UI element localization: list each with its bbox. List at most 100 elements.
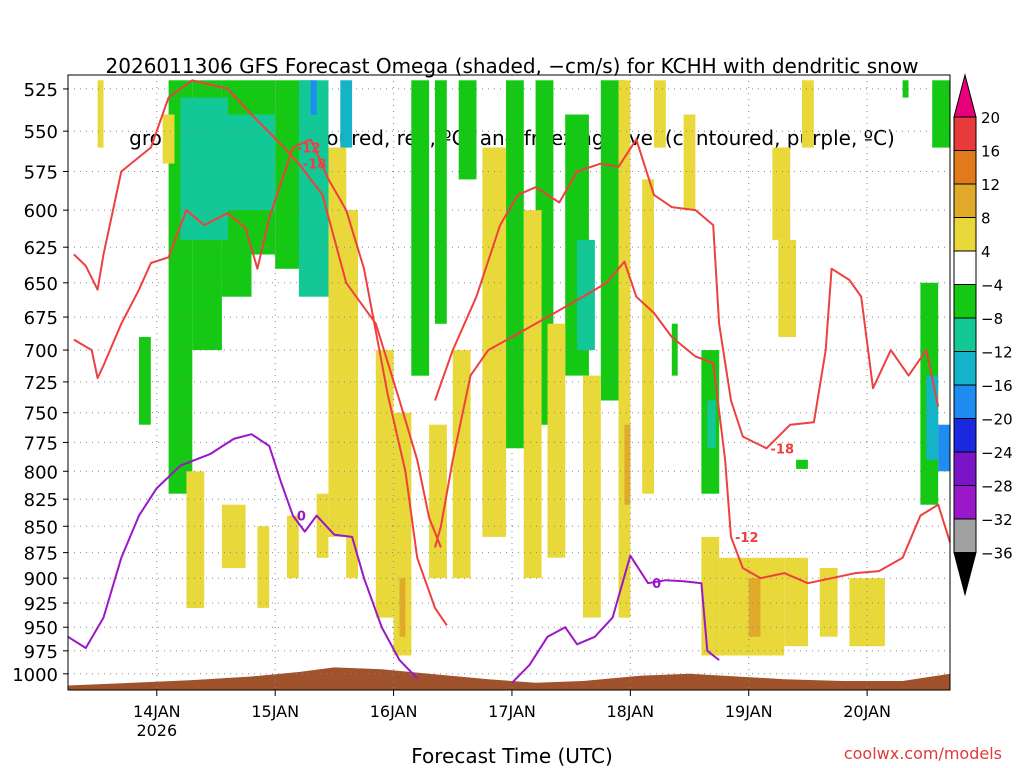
colorbar-segment: [953, 116, 977, 151]
omega-cell: [162, 114, 175, 164]
colorbar-segment: [953, 317, 977, 352]
y-tick-label: 600: [24, 201, 58, 222]
omega-cell: [802, 80, 814, 148]
omega-cell: [482, 147, 507, 537]
colorbar-label: −4: [981, 277, 1003, 295]
y-tick-label: 725: [24, 373, 58, 394]
contour-label: -12: [735, 531, 759, 546]
omega-cell: [346, 210, 358, 579]
contour-label: 0: [297, 510, 306, 525]
omega-cell: [849, 578, 885, 647]
colorbar-label: −20: [981, 411, 1013, 429]
colorbar-label: −12: [981, 344, 1013, 362]
y-tick-label: 825: [24, 490, 58, 511]
colorbar: 20 16 12 8 4 −4 −8 −12 −16 −20 −24 −28 −32 −36: [953, 73, 1013, 597]
chart-title-line-1: 2026011306 GFS Forecast Omega (shaded, −…: [105, 54, 919, 78]
contour-label: -18: [303, 158, 327, 173]
colorbar-segment: [953, 351, 977, 386]
omega-cell: [796, 459, 808, 469]
omega-cell: [624, 424, 631, 505]
contour-label: -18: [771, 442, 795, 457]
contour-line: [434, 260, 951, 585]
omega-cell: [435, 80, 447, 324]
x-tick-label: 14JAN: [133, 702, 181, 721]
omega-cell: [328, 147, 347, 537]
contour-line: [434, 138, 940, 450]
omega-cell: [654, 80, 666, 148]
omega-cell: [287, 515, 299, 579]
omega-cell: [778, 239, 797, 337]
omega-cell: [938, 424, 950, 472]
colorbar-label: −28: [981, 478, 1013, 496]
contour-label: 0: [652, 577, 661, 592]
colorbar-top-triangle: [953, 73, 977, 118]
omega-cell: [784, 557, 808, 647]
y-tick-label: 625: [24, 238, 58, 259]
omega-cell: [772, 147, 791, 240]
colorbar-segment: [953, 451, 977, 486]
omega-cell: [583, 375, 601, 618]
gridlines: [68, 75, 950, 690]
x-axis-title: Forecast Time (UTC): [411, 744, 613, 768]
omega-cell: [819, 568, 838, 637]
y-tick-label: 900: [24, 569, 58, 590]
colorbar-label: 12: [981, 176, 1000, 194]
colorbar-segment: [953, 150, 977, 185]
omega-cell: [452, 350, 471, 579]
contour-line: [73, 79, 442, 548]
omega-cell: [707, 400, 716, 449]
omega-cell: [257, 526, 270, 608]
colorbar-label: 20: [981, 109, 1000, 127]
y-tick-label: 750: [24, 404, 58, 425]
y-tick-label: 875: [24, 544, 58, 565]
axes: 525 550 575 600 625 650 675 700 725 750 775 800 825 8…: [12, 74, 951, 740]
omega-cell: [458, 80, 477, 180]
y-tick-label: 575: [24, 163, 58, 184]
x-tick-label: 2026: [136, 721, 177, 740]
colorbar-segment: [953, 518, 977, 553]
omega-cell: [310, 80, 317, 115]
x-tick-label: 15JAN: [251, 702, 299, 721]
omega-cell: [180, 97, 228, 240]
y-tick-label: 550: [24, 122, 58, 143]
colorbar-label: −32: [981, 511, 1013, 529]
y-tick-label: 925: [24, 594, 58, 615]
omega-cell: [411, 80, 430, 376]
contour-line: [67, 433, 418, 679]
contour-label: -12: [297, 142, 321, 157]
y-tick-label: 525: [24, 80, 58, 101]
omega-cell: [186, 471, 205, 608]
x-tick-label: 18JAN: [606, 702, 654, 721]
colorbar-segment: [953, 183, 977, 218]
y-tick-label: 850: [24, 517, 58, 538]
y-tick-label: 975: [24, 642, 58, 663]
omega-cell: [547, 323, 566, 558]
colorbar-segment: [953, 217, 977, 252]
contour-line: [511, 554, 720, 684]
omega-cell: [902, 80, 909, 98]
y-tick-label: 650: [24, 274, 58, 295]
colorbar-label: 4: [981, 243, 991, 261]
terrain-area: [68, 667, 950, 690]
colorbar-segment: [953, 384, 977, 419]
colorbar-segment: [953, 284, 977, 319]
plot-frame: [67, 74, 951, 691]
y-tick-label: 675: [24, 308, 58, 329]
omega-cell: [97, 80, 104, 148]
y-tick-label: 1000: [12, 665, 58, 686]
x-tick-label: 16JAN: [370, 702, 418, 721]
y-tick-label: 950: [24, 618, 58, 639]
omega-cell: [375, 350, 394, 618]
omega-cell: [748, 578, 761, 637]
x-tick-label: 20JAN: [843, 702, 891, 721]
contour-line: [73, 138, 448, 626]
omega-cell: [340, 80, 353, 148]
colorbar-label: −36: [981, 545, 1013, 563]
omega-cell: [701, 536, 720, 656]
colorbar-segment: [953, 250, 977, 285]
omega-cell: [399, 578, 406, 637]
terrain-fill: [68, 667, 950, 690]
omega-cell: [227, 114, 276, 211]
